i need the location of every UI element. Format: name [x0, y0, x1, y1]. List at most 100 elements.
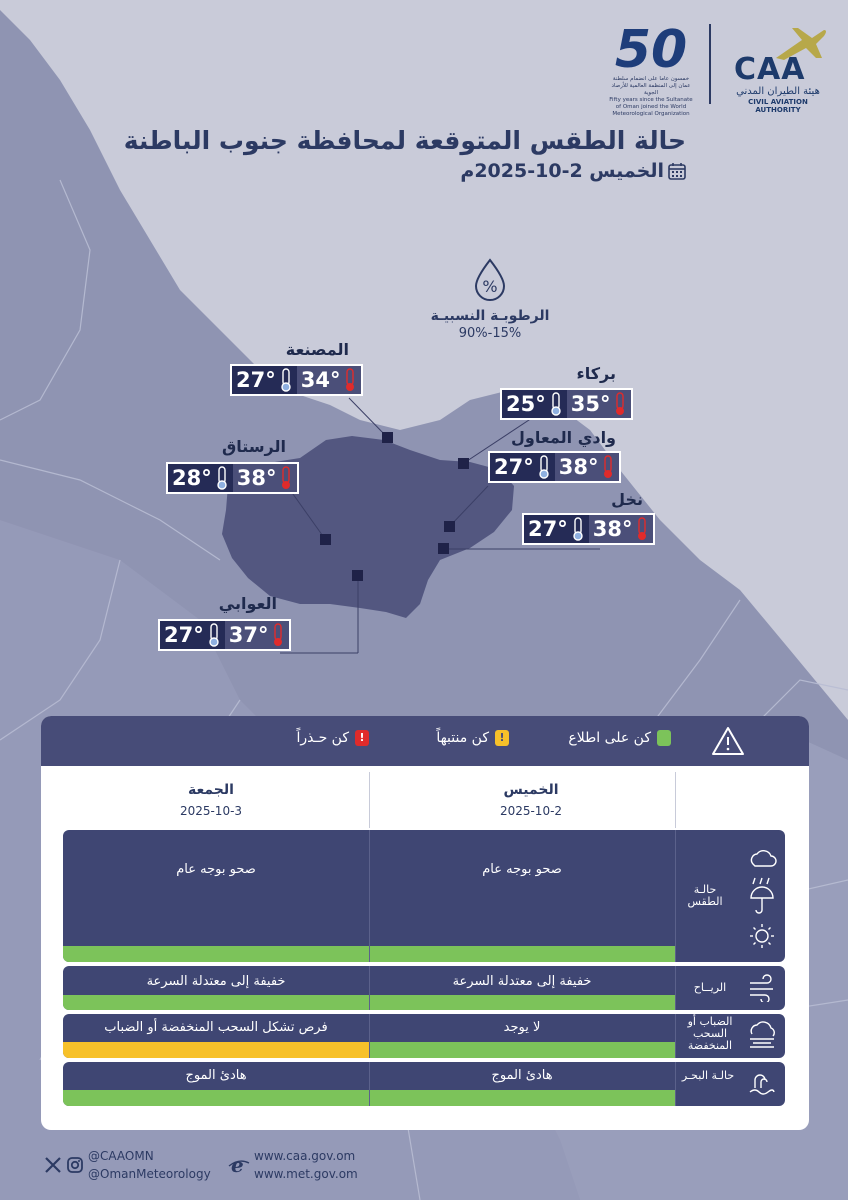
- row-divider: [369, 1014, 370, 1058]
- min-temp: 27°: [494, 455, 534, 479]
- fog-friday: فرص تشكل السحب المنخفضة أو الضباب: [104, 1020, 328, 1035]
- sun-icon: [750, 924, 774, 948]
- humidity-symbol: %: [482, 277, 497, 296]
- weather-thursday: صحو بوجه عام: [482, 862, 562, 877]
- web-browser-icon[interactable]: e: [228, 1154, 250, 1176]
- instagram-icon[interactable]: [66, 1156, 84, 1174]
- min-temp-cell: 27°: [490, 453, 555, 481]
- site-met-link[interactable]: www.met.gov.om: [254, 1167, 358, 1181]
- city-name-musannah: المصنعة: [285, 340, 349, 359]
- max-temp-cell: 38°: [232, 464, 298, 492]
- thermometer-hot-icon: [346, 368, 355, 391]
- handle-caa[interactable]: @CAAOMN: [88, 1149, 154, 1163]
- row-label-sea: حالـة البحـر: [681, 1069, 735, 1082]
- day-date: 2025-10-3: [179, 804, 243, 818]
- level-bar-green: [370, 995, 675, 1010]
- warning-legend: كن على اطلاع ! كن منتبهاً ! كن حـذراً: [41, 716, 809, 766]
- plane-icon: [776, 28, 826, 60]
- max-temp: 37°: [228, 623, 269, 647]
- legend-alert-label: كن منتبهاً: [436, 730, 489, 746]
- max-temp-cell: 34°: [296, 366, 362, 394]
- warning-triangle-icon: [712, 727, 744, 755]
- humidity-value: 90%-15%: [458, 326, 522, 341]
- column-divider: [675, 772, 676, 828]
- wind-friday: خفيفة إلى معتدلة السرعة: [146, 974, 286, 989]
- fog-icon: [750, 1021, 775, 1048]
- legend-aware-label: كن على اطلاع: [568, 730, 651, 746]
- thermometer-hot-icon: [604, 455, 613, 478]
- min-temp: 28°: [172, 466, 212, 490]
- city-temps-barka: 25° 35°: [500, 388, 634, 420]
- row-divider: [369, 830, 370, 962]
- red-level-icon: !: [355, 730, 369, 746]
- max-temp: 38°: [558, 455, 599, 479]
- thermometer-hot-icon: [638, 517, 647, 540]
- min-temp-cell: 28°: [168, 464, 233, 492]
- thermometer-cool-icon: [209, 623, 219, 647]
- thermometer-cool-icon: [217, 466, 227, 490]
- yellow-level-icon: !: [495, 730, 509, 746]
- city-temps-wadi-maawil: 27° 38°: [488, 451, 622, 483]
- day-name: الخميس: [503, 782, 559, 798]
- forecast-row-fog: لا يوجد فرص تشكل السحب المنخفضة أو الضبا…: [63, 1014, 785, 1058]
- row-divider: [675, 1014, 676, 1058]
- row-label-wind: الريــاح: [693, 981, 727, 994]
- max-temp-cell: 38°: [588, 515, 654, 543]
- fifty-subtitle-ar: خمسون عاما على انضمام سلطنة عمان إلى الم…: [611, 76, 691, 96]
- level-bar-green: [63, 1090, 369, 1106]
- city-temps-rustaq: 28° 38°: [166, 462, 300, 494]
- level-bar-green: [370, 946, 675, 962]
- max-temp-cell: 37°: [224, 621, 290, 649]
- legend-caution-label: كن حـذراً: [296, 730, 349, 746]
- caa-english-name: CIVIL AVIATION AUTHORITY: [748, 98, 808, 114]
- thermometer-cool-icon: [551, 392, 561, 416]
- city-name-awabi: العوابي: [218, 594, 277, 613]
- wave-icon: [749, 1074, 775, 1095]
- calendar-icon: [668, 163, 686, 180]
- max-temp: 38°: [236, 466, 277, 490]
- day-header-friday: الجمعة 2025-10-3: [61, 782, 361, 818]
- wmo-50-logo: 50 خمسون عاما على انضمام سلطنة عمان إلى …: [608, 20, 694, 117]
- svg-text:e: e: [231, 1154, 244, 1176]
- city-name-barka: بركاء: [576, 364, 616, 383]
- row-divider: [369, 966, 370, 1010]
- thermometer-hot-icon: [282, 466, 291, 489]
- level-bar-yellow: [63, 1042, 369, 1058]
- legend-alert: ! كن منتبهاً: [436, 730, 509, 746]
- city-temps-nakhal: 27° 38°: [522, 513, 656, 545]
- x-twitter-icon[interactable]: [44, 1156, 62, 1174]
- row-divider: [675, 830, 676, 962]
- cloud-icon: [750, 850, 777, 867]
- weather-icons: [750, 850, 777, 948]
- forecast-panel: كن على اطلاع ! كن منتبهاً ! كن حـذراً ال…: [41, 716, 809, 1130]
- fifty-subtitle-en: Fifty years since the Sultanate of Oman …: [609, 97, 693, 117]
- forecast-row-sea: هادئ الموج هادئ الموج حالـة البحـر: [63, 1062, 785, 1106]
- forecast-row-wind: خفيفة إلى معتدلة السرعة خفيفة إلى معتدلة…: [63, 966, 785, 1010]
- min-temp-cell: 27°: [524, 515, 589, 543]
- weather-friday: صحو بوجه عام: [176, 862, 256, 877]
- max-temp-cell: 38°: [554, 453, 620, 481]
- city-temps-musannah: 27° 34°: [230, 364, 364, 396]
- min-temp-cell: 27°: [160, 621, 225, 649]
- thermometer-hot-icon: [274, 623, 283, 646]
- level-bar-green: [63, 995, 369, 1010]
- min-temp: 25°: [506, 392, 546, 416]
- max-temp: 38°: [592, 517, 633, 541]
- max-temp: 35°: [570, 392, 611, 416]
- sea-thursday: هادئ الموج: [491, 1068, 553, 1083]
- site-caa-link[interactable]: www.caa.gov.om: [254, 1149, 356, 1163]
- city-name-nakhal: نخل: [611, 490, 643, 509]
- humidity-label: الرطوبـة النسبيـة: [430, 308, 550, 324]
- min-temp: 27°: [164, 623, 204, 647]
- row-divider: [675, 966, 676, 1010]
- sea-friday: هادئ الموج: [185, 1068, 247, 1083]
- fifty-number: 50: [614, 20, 688, 80]
- min-temp-cell: 25°: [502, 390, 567, 418]
- row-label-fog: الضباب أو السحب المنخفضة: [687, 1015, 733, 1052]
- wind-icon: [750, 974, 773, 1002]
- date-text: الخميس 2-10-2025م: [460, 160, 664, 182]
- day-name: الجمعة: [188, 782, 234, 798]
- handle-met[interactable]: @OmanMeteorology: [88, 1167, 211, 1181]
- day-header-thursday: الخميس 2025-10-2: [381, 782, 681, 818]
- city-name-rustaq: الرستاق: [221, 437, 286, 456]
